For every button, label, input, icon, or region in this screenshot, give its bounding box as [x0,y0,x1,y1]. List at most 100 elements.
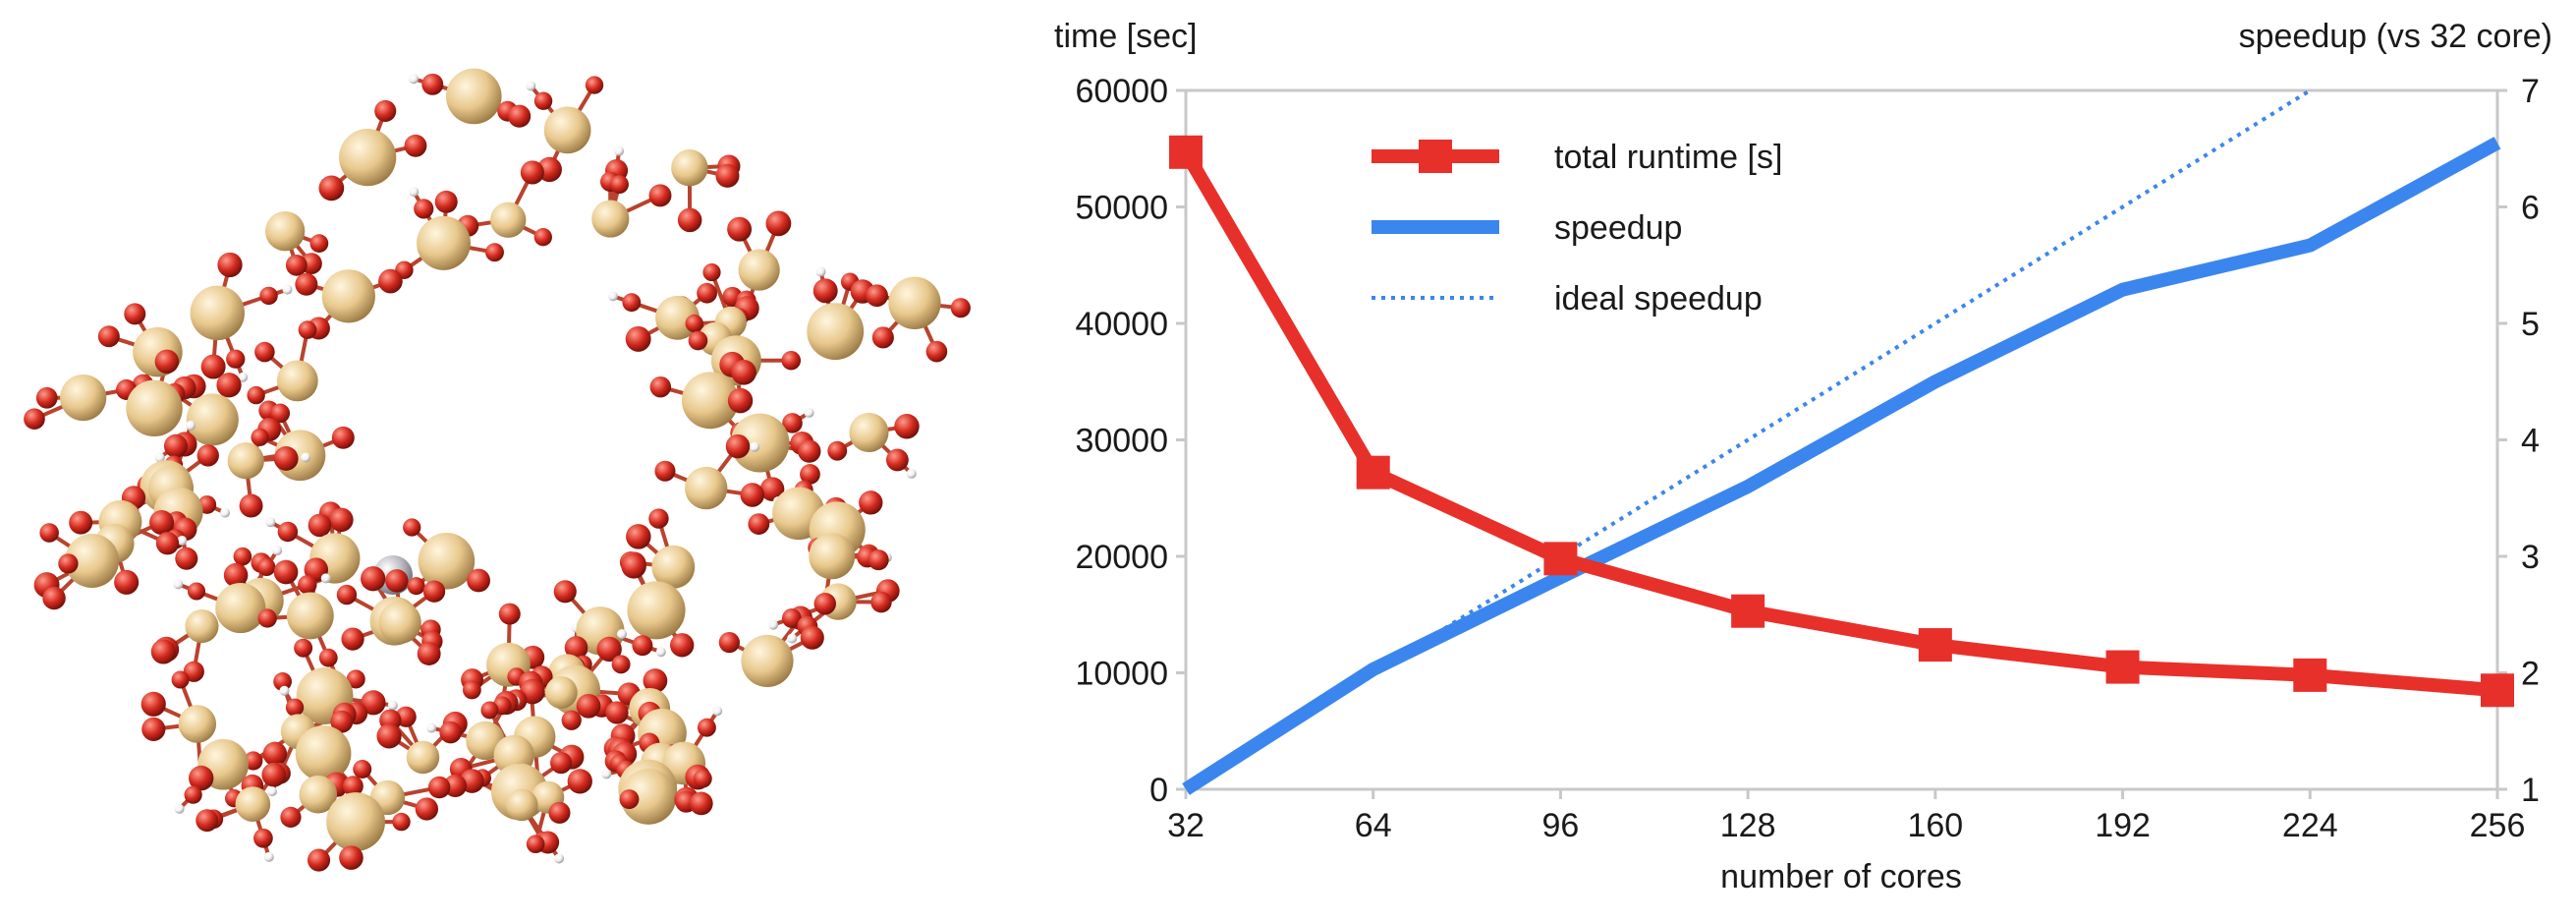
oxygen-atom [422,580,446,603]
oxygen-atom [925,340,948,363]
hydrogen-atom [320,573,331,584]
oxygen-atom [285,254,308,276]
oxygen-atom [187,582,206,601]
oxygen-atom [885,448,909,472]
oxygen-atom [782,413,803,433]
oxygen-atom [718,631,740,654]
oxygen-atom [626,524,651,549]
oxygen-atom [480,701,499,720]
oxygen-atom [462,680,481,700]
x-tick-label: 160 [1907,807,1963,844]
silicon-atom [591,200,630,238]
silicon-atom [730,413,790,473]
hydrogen-atom [655,647,666,658]
speedup-line [1182,137,2501,795]
silicon-atom [178,705,217,743]
oxygen-atom [318,648,338,667]
hydrogen-atom [787,633,798,644]
silicon-atom [286,592,334,640]
total-runtime-point [2481,673,2514,708]
silicon-atom [490,202,527,238]
oxygen-atom [485,243,504,262]
oxygen-atom [404,134,427,157]
silicon-atom [627,581,686,640]
hydrogen-atom [265,517,276,528]
total-runtime-point [1356,455,1390,490]
silicon-atom [738,249,780,291]
silicon-atom [190,285,245,341]
silicon-atom [215,582,266,634]
hydrogen-atom [173,579,184,590]
oxygen-atom [346,669,365,689]
oxygen-atom [339,845,364,870]
oxygen-atom [24,408,45,431]
oxygen-atom [800,464,820,485]
x-axis-title: number of cores [1720,858,1962,895]
hydrogen-atom [409,187,420,198]
silicon-atom [299,775,338,814]
oxygen-atom [403,518,421,537]
hydrogen-atom [750,441,760,452]
oxygen-atom [632,635,653,657]
hydrogen-atom [279,685,290,696]
oxygen-atom [740,483,765,507]
oxygen-atom [553,580,577,604]
silicon-atom [321,269,375,323]
silicon-atom [295,725,352,781]
oxygen-atom [866,284,888,308]
oxygen-atom [374,99,397,122]
oxygen-atom [868,549,889,571]
oxygen-atom [308,848,331,872]
silicon-atom [65,533,120,589]
oxygen-atom [331,426,355,449]
x-tick-label: 32 [1167,807,1204,844]
oxygen-atom [670,633,695,658]
oxygen-atom [561,710,582,730]
silicon-atom [671,149,708,187]
hydrogen-atom [267,786,278,797]
silicon-atom [445,68,502,125]
oxygen-atom [163,433,189,458]
silicon-atom [339,129,397,187]
oxygen-atom [223,562,249,588]
right-y-ticks: 1 2 3 4 5 6 7 [2497,73,2540,809]
legend-label-ideal-speedup: ideal speedup [1554,280,1763,317]
oxygen-atom [950,298,971,318]
oxygen-atom [329,507,354,533]
oxygen-atom [407,577,425,596]
total-runtime-point [1543,542,1578,576]
oxygen-atom [58,553,79,574]
oxygen-atom [610,175,629,195]
hydrogen-atom [426,722,437,733]
silicon-atom [60,375,107,422]
hydrogen-atom [220,507,231,518]
right-y-tick-label: 4 [2521,423,2540,460]
x-tick-label: 128 [1720,807,1776,844]
hydrogen-atom [906,468,917,479]
right-y-tick-label: 5 [2521,306,2540,343]
silicon-atom [651,545,696,589]
oxygen-atom [376,723,402,749]
left-y-tick-label: 0 [1149,772,1168,809]
oxygen-atom [688,330,708,351]
oxygen-atom [417,642,441,665]
right-y-tick-label: 1 [2521,772,2540,809]
oxygen-atom [871,326,894,349]
oxygen-atom [622,293,642,313]
oxygen-atom [498,603,521,625]
hydrogen-atom [607,291,618,302]
oxygen-atom [812,278,838,304]
legend-entry-speedup: speedup [1372,209,1682,247]
hydrogen-atom [616,629,627,640]
oxygen-atom [257,557,276,577]
oxygen-atom [42,586,66,610]
oxygen-atom [378,268,403,294]
hydrogen-atom [154,452,165,463]
left-y-tick-label: 20000 [1075,539,1168,576]
oxygen-atom [341,627,364,651]
oxygen-atom [439,720,462,744]
oxygen-atom [677,207,702,233]
oxygen-atom [621,553,646,579]
silicon-atom [227,442,264,480]
oxygen-atom [526,835,545,854]
